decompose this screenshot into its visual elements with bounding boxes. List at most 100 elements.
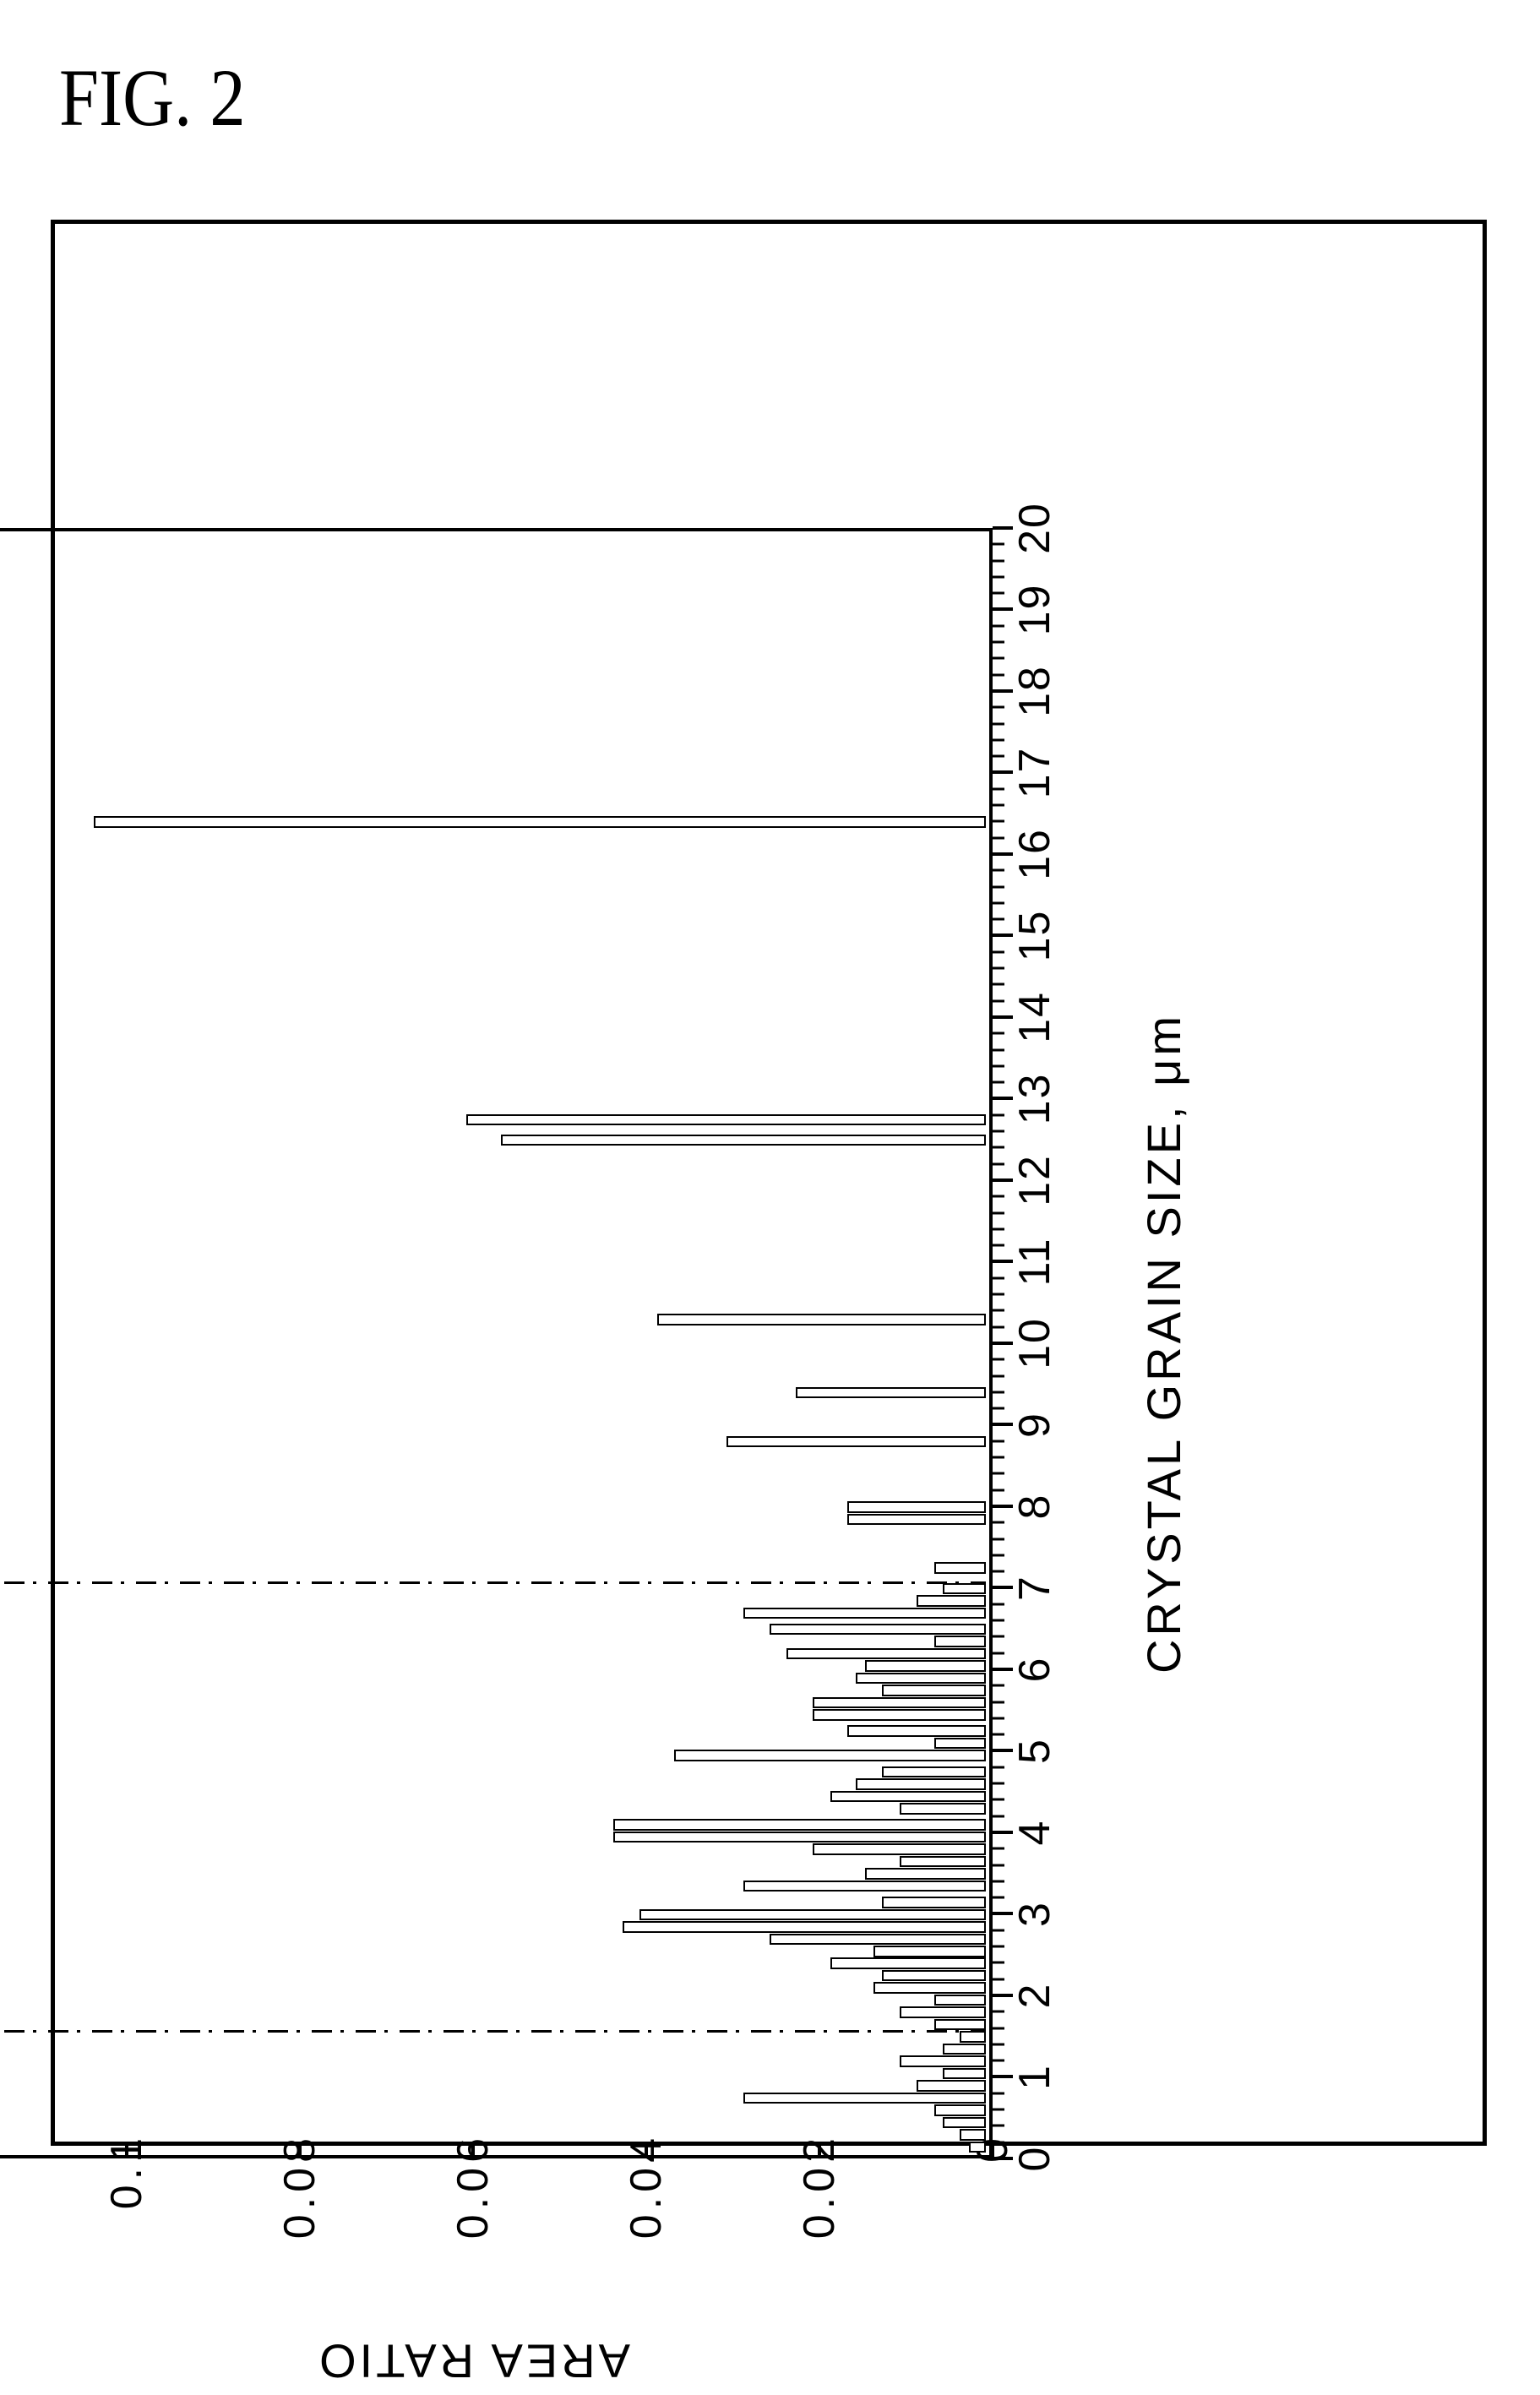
x-tick-minor: [993, 1325, 1004, 1328]
histogram-bar: [847, 1501, 986, 1513]
x-tick-minor: [993, 657, 1004, 660]
x-tick-minor: [993, 755, 1004, 758]
x-tick-minor: [993, 950, 1004, 953]
x-tick-minor: [993, 1538, 1004, 1540]
x-tick-minor: [993, 1130, 1004, 1133]
histogram-bar: [882, 1766, 986, 1778]
page: FIG. 2 AREA RATIO CRYSTAL GRAIN SIZE, μm…: [0, 0, 1540, 2215]
chart-rotated-container: AREA RATIO CRYSTAL GRAIN SIZE, μm 00.020…: [0, 469, 1246, 2395]
x-tick-mark: [993, 1178, 1013, 1182]
x-tick-minor: [993, 1783, 1004, 1785]
x-tick-mark: [993, 608, 1013, 612]
histogram-bar: [960, 2031, 986, 2043]
histogram-bar: [873, 1982, 986, 1994]
x-tick-mark: [993, 2076, 1013, 2079]
histogram-bar: [943, 2117, 986, 2129]
x-tick-minor: [993, 738, 1004, 741]
x-tick-mark: [993, 1750, 1013, 1753]
x-tick-minor: [993, 1456, 1004, 1459]
x-tick-label: 1: [1009, 2064, 1060, 2090]
histogram-bar: [657, 1314, 987, 1325]
x-tick-minor: [993, 2011, 1004, 2013]
x-tick-minor: [993, 967, 1004, 970]
x-tick-minor: [993, 1619, 1004, 1622]
x-tick-minor: [993, 1276, 1004, 1279]
x-tick-minor: [993, 1489, 1004, 1491]
x-tick-minor: [993, 1113, 1004, 1116]
histogram-bar: [639, 1909, 986, 1921]
x-tick-minor: [993, 1766, 1004, 1768]
histogram-bar: [770, 1624, 986, 1636]
x-tick-minor: [993, 869, 1004, 872]
histogram-bar: [743, 1881, 986, 1892]
x-tick-minor: [993, 1636, 1004, 1638]
x-tick-minor: [993, 641, 1004, 644]
x-tick-minor: [993, 1929, 1004, 1931]
x-tick-minor: [993, 1864, 1004, 1866]
histogram-bar: [813, 1697, 986, 1709]
x-tick-minor: [993, 1048, 1004, 1051]
x-tick-minor: [993, 1309, 1004, 1312]
x-tick-minor: [993, 1652, 1004, 1654]
x-tick-minor: [993, 1570, 1004, 1573]
histogram-bar: [934, 1738, 987, 1750]
x-tick-minor: [993, 1521, 1004, 1524]
histogram-bar: [813, 1843, 986, 1855]
histogram-bar: [623, 1921, 987, 1933]
x-tick-minor: [993, 2043, 1004, 2045]
histogram-bar: [943, 1583, 986, 1595]
histogram-bar: [613, 1819, 986, 1831]
x-tick-label: 13: [1009, 1073, 1060, 1125]
histogram-bar: [917, 2080, 986, 2092]
group-divider: [0, 1582, 986, 1585]
x-tick-minor: [993, 2125, 1004, 2127]
x-tick-mark: [993, 1668, 1013, 1671]
x-tick-minor: [993, 706, 1004, 709]
x-tick-minor: [993, 1244, 1004, 1247]
histogram-bar: [943, 2044, 986, 2055]
x-tick-minor: [993, 2141, 1004, 2143]
histogram-bar: [934, 1636, 987, 1647]
group-divider: [0, 2030, 986, 2033]
x-tick-minor: [993, 804, 1004, 807]
x-tick-minor: [993, 543, 1004, 546]
x-tick-label: 14: [1009, 991, 1060, 1043]
histogram-bar: [743, 1608, 986, 1619]
x-tick-minor: [993, 787, 1004, 790]
x-tick-label: 12: [1009, 1154, 1060, 1206]
histogram-bar: [865, 1660, 987, 1672]
x-tick-mark: [993, 526, 1013, 530]
x-tick-minor: [993, 1081, 1004, 1084]
x-tick-minor: [993, 1358, 1004, 1361]
x-tick-minor: [993, 1946, 1004, 1948]
x-tick-minor: [993, 820, 1004, 823]
x-tick-mark: [993, 1587, 1013, 1590]
x-tick-mark: [993, 1505, 1013, 1508]
x-tick-minor: [993, 1391, 1004, 1393]
x-tick-mark: [993, 1342, 1013, 1345]
histogram-bar: [674, 1750, 986, 1761]
x-tick-mark: [993, 1423, 1013, 1427]
x-tick-label: 18: [1009, 665, 1060, 717]
histogram-bar: [770, 1934, 986, 1946]
x-tick-mark: [993, 1913, 1013, 1916]
x-tick-label: 10: [1009, 1317, 1060, 1369]
histogram-bar: [726, 1436, 987, 1448]
x-tick-minor: [993, 1472, 1004, 1475]
histogram-bar: [969, 2142, 987, 2153]
x-tick-minor: [993, 999, 1004, 1002]
x-tick-minor: [993, 2060, 1004, 2062]
x-tick-label: 9: [1009, 1412, 1060, 1438]
histogram-bar: [960, 2129, 986, 2141]
histogram-bar: [813, 1709, 986, 1721]
histogram-bar: [796, 1387, 987, 1399]
x-axis-title: CRYSTAL GRAIN SIZE, μm: [1136, 1013, 1191, 1674]
histogram-bar: [934, 1562, 987, 1574]
histogram-bar: [501, 1135, 986, 1146]
histogram-bar: [882, 1897, 986, 1908]
x-tick-mark: [993, 2157, 1013, 2160]
histogram-bar: [882, 1970, 986, 1982]
histogram-bar: [466, 1114, 986, 1126]
x-tick-minor: [993, 1799, 1004, 1801]
x-tick-label: 4: [1009, 1820, 1060, 1846]
